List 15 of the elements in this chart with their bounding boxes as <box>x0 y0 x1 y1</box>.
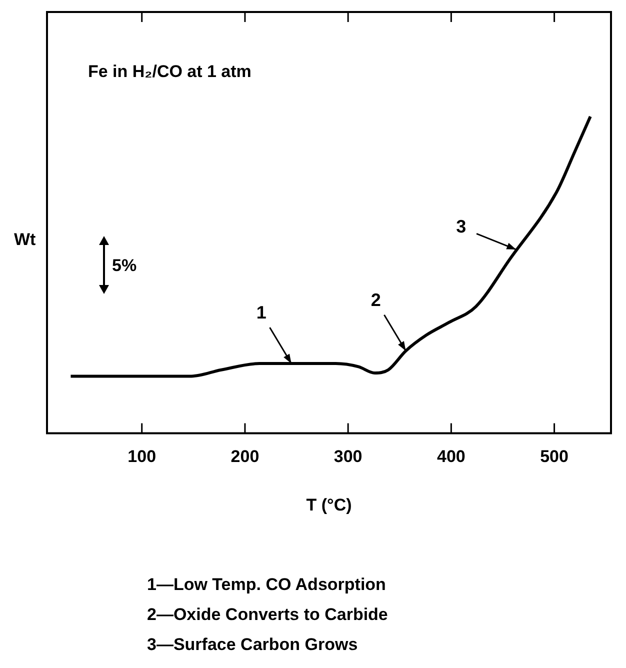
text: 1—Low Temp. CO Adsorption <box>147 574 387 596</box>
x-tick-label: 300 <box>334 447 362 466</box>
text: 2—Oxide Converts to Carbide <box>147 604 388 626</box>
text: Fe in H₂/CO at 1 atm <box>88 62 252 82</box>
x-tick-label: 100 <box>128 447 156 466</box>
y-axis-title: Wt <box>14 230 36 250</box>
x-tick-label: 400 <box>436 447 466 466</box>
annotation: 3 <box>456 216 466 236</box>
annotation: 1 <box>256 302 266 322</box>
text: 3—Surface Carbon Grows <box>147 634 359 656</box>
x-axis-title: T (°C) <box>306 495 352 514</box>
annotation: 5% <box>112 256 137 276</box>
annotation: 2 <box>370 290 381 310</box>
x-tick-label: 500 <box>540 447 568 466</box>
x-tick-label: 200 <box>230 447 260 466</box>
